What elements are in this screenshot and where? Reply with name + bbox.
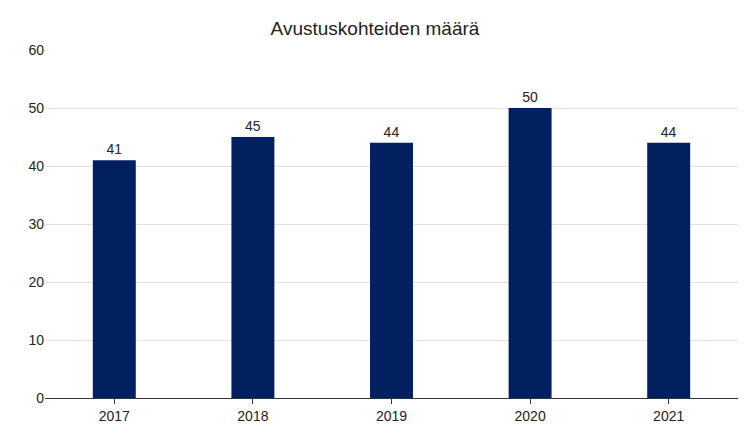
svg-text:2018: 2018 — [237, 408, 268, 424]
svg-text:60: 60 — [28, 42, 44, 58]
svg-text:44: 44 — [661, 124, 677, 140]
svg-text:45: 45 — [245, 118, 261, 134]
svg-text:Avustuskohteiden määrä: Avustuskohteiden määrä — [271, 18, 480, 39]
svg-text:10: 10 — [28, 332, 44, 348]
svg-text:50: 50 — [522, 89, 538, 105]
svg-text:44: 44 — [384, 124, 400, 140]
svg-text:30: 30 — [28, 216, 44, 232]
svg-text:2021: 2021 — [653, 408, 684, 424]
svg-text:0: 0 — [36, 390, 44, 406]
svg-text:41: 41 — [106, 141, 122, 157]
svg-text:20: 20 — [28, 274, 44, 290]
svg-text:2020: 2020 — [515, 408, 546, 424]
svg-text:50: 50 — [28, 100, 44, 116]
svg-text:2019: 2019 — [376, 408, 407, 424]
svg-text:2017: 2017 — [99, 408, 130, 424]
svg-text:40: 40 — [28, 158, 44, 174]
